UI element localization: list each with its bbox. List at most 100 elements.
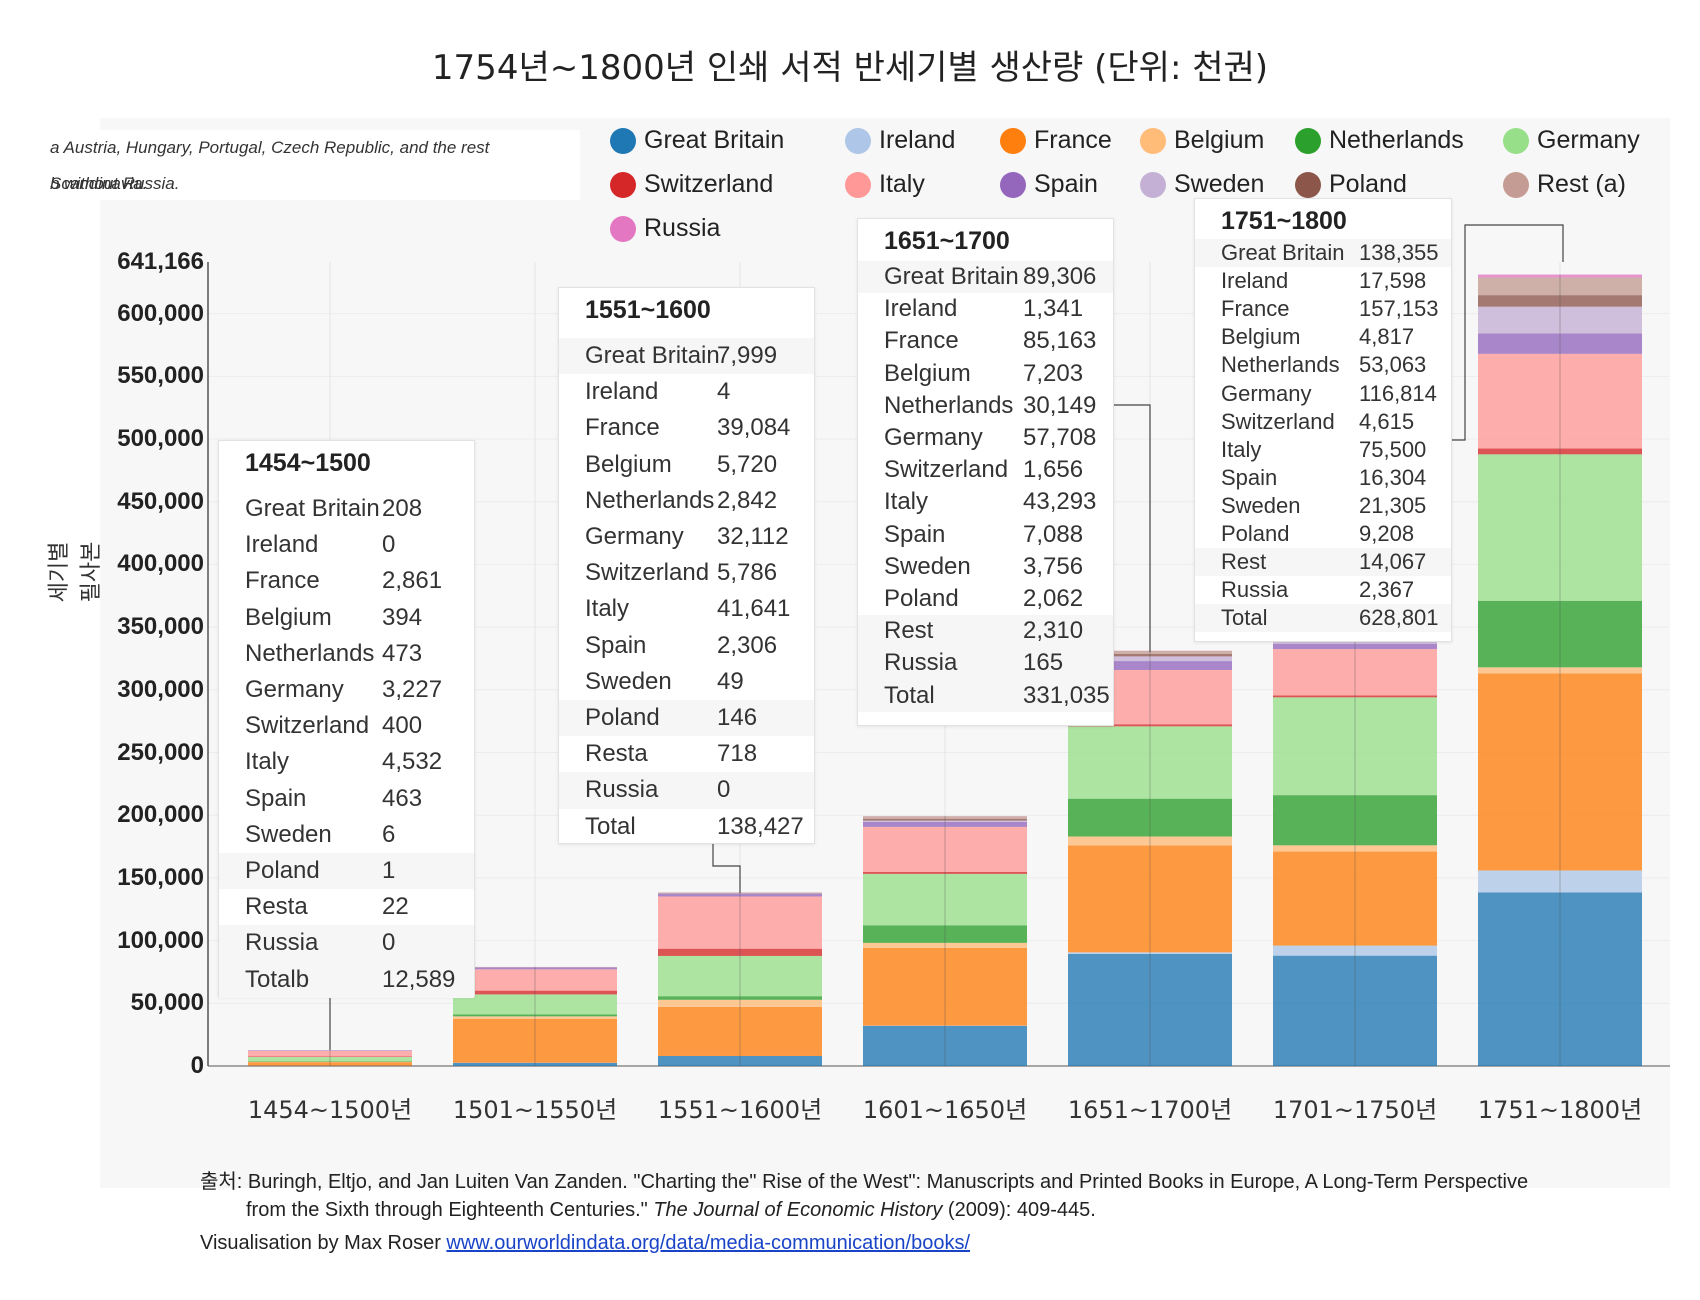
bar-segment-belgium[interactable] bbox=[453, 1016, 617, 1019]
tooltip-country: Great Britain bbox=[585, 342, 720, 369]
bar-segment-ireland[interactable] bbox=[1478, 870, 1642, 893]
bar-segment-italy[interactable] bbox=[1478, 353, 1642, 449]
bar-segment-netherlands[interactable] bbox=[248, 1061, 412, 1062]
bar-segment-netherlands[interactable] bbox=[453, 1014, 617, 1017]
bar-segment-russia[interactable] bbox=[1478, 274, 1642, 278]
bar-segment-germany[interactable] bbox=[1068, 726, 1232, 799]
bar-segment-poland[interactable] bbox=[1478, 295, 1642, 307]
bar-segment-germany[interactable] bbox=[453, 994, 617, 1015]
bar-segment-belgium[interactable] bbox=[1068, 836, 1232, 846]
bar-segment-netherlands[interactable] bbox=[1068, 798, 1232, 837]
bar-segment-great-britain[interactable] bbox=[453, 1062, 617, 1066]
legend-item-rest-a[interactable]: Rest (a) bbox=[1503, 164, 1626, 204]
bar-segment-france[interactable] bbox=[1478, 673, 1642, 871]
tooltip-value: 85,163 bbox=[1023, 327, 1097, 355]
bar-segment-great-britain[interactable] bbox=[658, 1055, 822, 1066]
bar-segment-great-britain[interactable] bbox=[1478, 892, 1642, 1066]
bar-segment-ireland[interactable] bbox=[1273, 945, 1437, 956]
legend-item-ireland[interactable]: Ireland bbox=[845, 120, 955, 160]
bar-segment-sweden[interactable] bbox=[863, 820, 1027, 822]
bar-segment-germany[interactable] bbox=[863, 873, 1027, 926]
bar-segment-switzerland[interactable] bbox=[248, 1056, 412, 1058]
bar-segment-switzerland[interactable] bbox=[1478, 448, 1642, 455]
legend-item-switzerland[interactable]: Switzerland bbox=[610, 164, 773, 204]
source-line1: Buringh, Eltjo, and Jan Luiten Van Zande… bbox=[247, 1171, 1529, 1193]
bar-segment-rest-a[interactable] bbox=[863, 816, 1027, 819]
bar-segment-poland[interactable] bbox=[863, 818, 1027, 821]
legend-item-great-britain[interactable]: Great Britain bbox=[610, 120, 784, 160]
legend-item-poland[interactable]: Poland bbox=[1295, 164, 1407, 204]
legend-item-russia[interactable]: Russia bbox=[610, 208, 720, 248]
bar-segment-italy[interactable] bbox=[248, 1050, 412, 1057]
bar-segment-switzerland[interactable] bbox=[863, 872, 1027, 874]
legend-item-belgium[interactable]: Belgium bbox=[1140, 120, 1264, 160]
legend-item-germany[interactable]: Germany bbox=[1503, 120, 1640, 160]
bar-segment-great-britain[interactable] bbox=[1068, 954, 1232, 1066]
tooltip-row: Russia 165 bbox=[858, 647, 1113, 680]
tooltip-country: Sweden bbox=[245, 820, 332, 848]
bar-segment-sweden[interactable] bbox=[1273, 641, 1437, 645]
bar-segment-netherlands[interactable] bbox=[658, 996, 822, 1000]
tooltip-row: Italy 4,532 bbox=[219, 744, 474, 780]
bar-segment-italy[interactable] bbox=[658, 896, 822, 949]
tooltip-row: France 157,153 bbox=[1195, 295, 1451, 323]
bar-segment-sweden[interactable] bbox=[1068, 656, 1232, 662]
bar-segment-belgium[interactable] bbox=[1478, 667, 1642, 674]
bar-segment-spain[interactable] bbox=[863, 821, 1027, 827]
bar-segment-switzerland[interactable] bbox=[1068, 724, 1232, 727]
bar-segment-spain[interactable] bbox=[1478, 333, 1642, 354]
bar-segment-switzerland[interactable] bbox=[1273, 695, 1437, 698]
bar-segment-sweden[interactable] bbox=[1478, 306, 1642, 334]
bar-segment-italy[interactable] bbox=[863, 826, 1027, 873]
bar-segment-poland[interactable] bbox=[1068, 653, 1232, 657]
credit-link[interactable]: www.ourworldindata.org/data/media-commun… bbox=[446, 1232, 971, 1254]
bar-segment-spain[interactable] bbox=[248, 1050, 412, 1051]
bar-segment-germany[interactable] bbox=[1273, 697, 1437, 796]
legend-item-netherlands[interactable]: Netherlands bbox=[1295, 120, 1464, 160]
tooltip-title: 1551~1600 bbox=[585, 296, 711, 324]
bar-segment-great-britain[interactable] bbox=[1273, 955, 1437, 1066]
bar-segment-netherlands[interactable] bbox=[1478, 600, 1642, 668]
bar-segment-belgium[interactable] bbox=[658, 999, 822, 1007]
bar-segment-spain[interactable] bbox=[1273, 644, 1437, 650]
tooltip-value: 2,062 bbox=[1023, 585, 1084, 612]
tooltip-country: Netherlands bbox=[884, 391, 1014, 419]
bar-segment-france[interactable] bbox=[863, 947, 1027, 1026]
tooltip-1751~1800: 1751~1800 Great Britain 138,355 Ireland 17,5… bbox=[1194, 198, 1452, 642]
bar-segment-germany[interactable] bbox=[248, 1057, 412, 1062]
bar-segment-belgium[interactable] bbox=[1273, 845, 1437, 852]
tooltip-country: Russia bbox=[1221, 577, 1289, 603]
bar-segment-netherlands[interactable] bbox=[1273, 795, 1437, 846]
bar-segment-belgium[interactable] bbox=[863, 942, 1027, 948]
tooltip-row: Spain 2,306 bbox=[559, 628, 814, 664]
bar-segment-great-britain[interactable] bbox=[863, 1025, 1027, 1066]
bar-segment-germany[interactable] bbox=[1478, 454, 1642, 601]
tooltip-row: Sweden 6 bbox=[219, 817, 474, 853]
legend-item-sweden[interactable]: Sweden bbox=[1140, 164, 1264, 204]
bar-segment-switzerland[interactable] bbox=[658, 948, 822, 956]
bar-segment-netherlands[interactable] bbox=[863, 925, 1027, 943]
legend-label: Netherlands bbox=[1329, 126, 1464, 154]
bar-segment-france[interactable] bbox=[1068, 845, 1232, 953]
bar-segment-italy[interactable] bbox=[1273, 649, 1437, 696]
bar-segment-rest-a[interactable] bbox=[1068, 650, 1232, 654]
y-tick-label: 50,000 bbox=[130, 989, 204, 1017]
bar-segment-spain[interactable] bbox=[658, 893, 822, 897]
bar-segment-france[interactable] bbox=[453, 1018, 617, 1063]
bar-segment-switzerland[interactable] bbox=[453, 990, 617, 995]
legend-item-italy[interactable]: Italy bbox=[845, 164, 925, 204]
tooltip-country: Total bbox=[585, 812, 636, 840]
bar-segment-spain[interactable] bbox=[453, 967, 617, 970]
bar-segment-spain[interactable] bbox=[1068, 661, 1232, 670]
legend-item-spain[interactable]: Spain bbox=[1000, 164, 1098, 204]
bar-segment-france[interactable] bbox=[658, 1006, 822, 1056]
bar-segment-germany[interactable] bbox=[658, 955, 822, 997]
bar-segment-france[interactable] bbox=[1273, 851, 1437, 946]
bar-segment-ireland[interactable] bbox=[1068, 952, 1232, 955]
bar-segment-italy[interactable] bbox=[453, 969, 617, 991]
bar-segment-rest-a[interactable] bbox=[1478, 277, 1642, 296]
tooltip-country: Spain bbox=[884, 520, 946, 548]
legend-item-france[interactable]: France bbox=[1000, 120, 1112, 160]
bar-segment-france[interactable] bbox=[248, 1062, 412, 1066]
tooltip-row: Total 138,427 bbox=[559, 809, 814, 845]
